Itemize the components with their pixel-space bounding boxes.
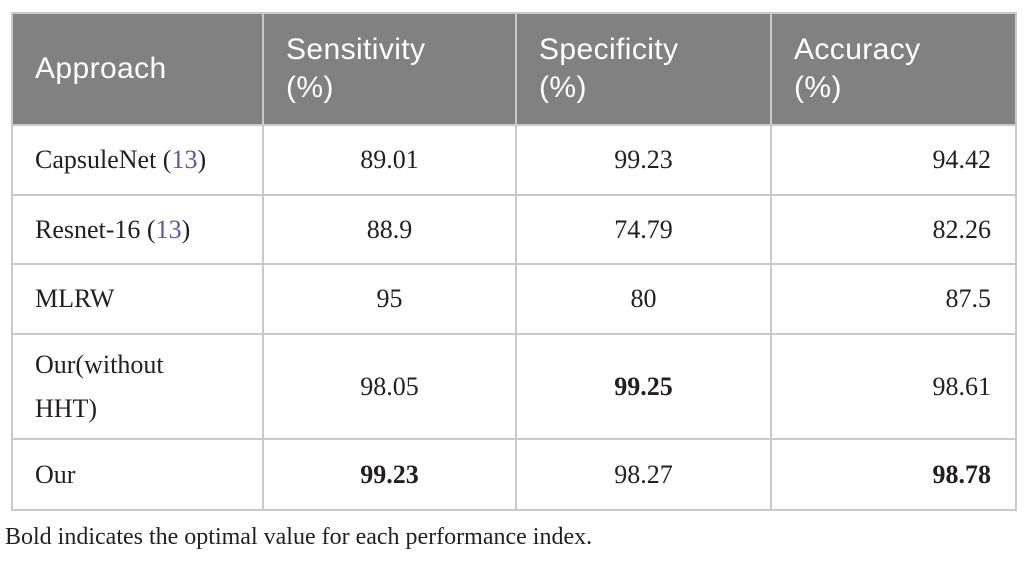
cell-sensitivity: 99.23 — [262, 438, 517, 511]
col-header-label: Sensitivity — [286, 33, 426, 66]
cell-approach: MLRW — [11, 263, 264, 335]
col-header-unit: (%) — [286, 71, 334, 104]
cell-approach: Our(without HHT) — [11, 333, 264, 440]
cell-accuracy: 98.61 — [770, 333, 1017, 440]
citation-link[interactable]: 13 — [155, 214, 182, 244]
cell-approach: Resnet-16 (13) — [11, 194, 264, 265]
col-header-label: Specificity — [539, 33, 679, 66]
table-row-our-without-hht: Our(without HHT) 98.05 99.25 98.61 — [11, 333, 1017, 440]
approach-name: Our — [35, 459, 76, 489]
cell-accuracy: 94.42 — [770, 124, 1017, 196]
approach-name: MLRW — [35, 284, 115, 313]
performance-comparison-table: Approach Sensitivity (%) Specificity (%)… — [11, 12, 1017, 511]
col-header-label: Approach — [35, 52, 167, 85]
table-row-our: Our 99.23 98.27 98.78 — [11, 438, 1017, 511]
col-header-label: Accuracy — [794, 33, 921, 66]
citation-link[interactable]: 13 — [171, 145, 198, 174]
cell-accuracy: 87.5 — [770, 263, 1017, 335]
col-header-accuracy: Accuracy (%) — [770, 12, 1017, 126]
approach-name-suffix: ) — [181, 214, 191, 244]
approach-name: CapsuleNet ( — [35, 145, 172, 174]
cell-specificity: 99.23 — [515, 124, 772, 196]
cell-accuracy: 82.26 — [770, 194, 1017, 265]
header-row: Approach Sensitivity (%) Specificity (%)… — [11, 12, 1017, 126]
approach-name-suffix: ) — [197, 145, 207, 174]
cell-specificity: 99.25 — [515, 333, 772, 440]
cell-accuracy: 98.78 — [770, 438, 1017, 511]
approach-name: Our(without HHT) — [35, 349, 164, 423]
cell-sensitivity: 95 — [262, 263, 517, 335]
cell-specificity: 98.27 — [515, 438, 772, 511]
table-footnote: Bold indicates the optimal value for eac… — [5, 524, 593, 550]
cell-sensitivity: 98.05 — [262, 333, 517, 440]
cell-approach: Our — [11, 438, 264, 511]
table-row-capsulenet: CapsuleNet (13) 89.01 99.23 94.42 — [11, 124, 1017, 196]
table-row-resnet16: Resnet-16 (13) 88.9 74.79 82.26 — [11, 194, 1017, 265]
col-header-sensitivity: Sensitivity (%) — [262, 12, 517, 126]
col-header-approach: Approach — [11, 12, 264, 126]
cell-sensitivity: 88.9 — [262, 194, 517, 265]
col-header-unit: (%) — [539, 71, 587, 104]
col-header-unit: (%) — [794, 71, 842, 104]
page: Approach Sensitivity (%) Specificity (%)… — [5, 12, 1017, 550]
approach-name: Resnet-16 ( — [35, 214, 156, 244]
col-header-specificity: Specificity (%) — [515, 12, 772, 126]
cell-sensitivity: 89.01 — [262, 124, 517, 196]
cell-specificity: 80 — [515, 263, 772, 335]
cell-approach: CapsuleNet (13) — [11, 124, 264, 196]
cell-specificity: 74.79 — [515, 194, 772, 265]
table-row-mlrw: MLRW 95 80 87.5 — [11, 263, 1017, 335]
